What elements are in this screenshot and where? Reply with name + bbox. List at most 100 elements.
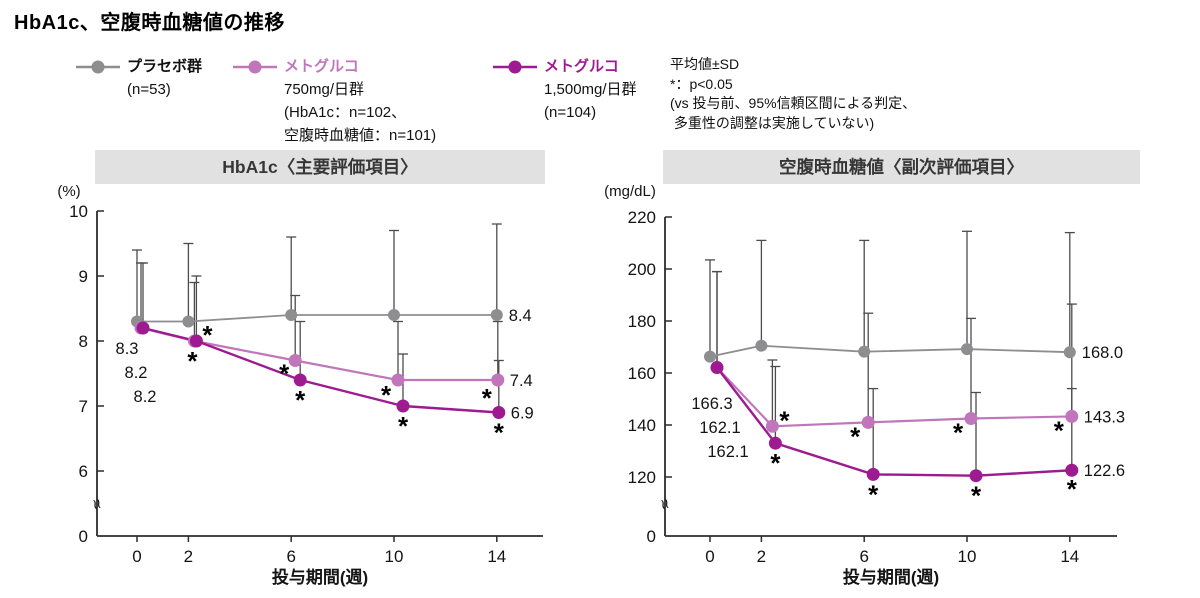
- chart-header-band: [663, 150, 1140, 184]
- met750-data-point-w14: [1065, 409, 1079, 423]
- met750-end-value-label: 143.3: [1084, 408, 1125, 426]
- placebo-error-bar: [389, 229, 399, 315]
- met1500-data-point-w14: [1065, 463, 1079, 477]
- chart-header-title: 空腹時血糖値〈副次評価項目〉: [779, 157, 1024, 177]
- met750-error-bar: [393, 320, 403, 380]
- met750-data-point-w6: [288, 354, 302, 367]
- baseline-value-label: 8.3: [116, 340, 139, 358]
- placebo-data-point-w6: [285, 309, 298, 321]
- stats-note-line: *：p<0.05: [670, 75, 733, 92]
- legend-item-text: プラセボ群 (n=53): [127, 55, 202, 101]
- met1500-end-value-label: 122.6: [1084, 462, 1125, 480]
- baseline-value-label: 8.2: [125, 364, 148, 382]
- significance-asterisk: *: [770, 448, 781, 478]
- significance-asterisk: *: [953, 418, 964, 448]
- met1500-error-bar: [295, 320, 306, 380]
- met1500-data-point-w6: [293, 373, 307, 387]
- x-axis-tick-label: 14: [1060, 547, 1079, 566]
- significance-asterisk: *: [202, 320, 213, 350]
- placebo-data-point-w2: [755, 339, 768, 352]
- significance-asterisk: *: [482, 383, 493, 413]
- placebo-data-point-w6: [858, 345, 871, 358]
- placebo-error-bar: [962, 230, 972, 350]
- met750-error-bar: [189, 281, 200, 341]
- x-axis-tick-label: 6: [859, 547, 868, 566]
- baseline-value-label: 8.2: [134, 388, 157, 406]
- legend-series-subline: (n=53): [127, 81, 171, 98]
- met1500-data-point-w10: [969, 469, 983, 483]
- y-axis-unit-label: (mg/dL): [604, 183, 656, 200]
- met1500-end-value-label: 6.9: [511, 405, 534, 423]
- x-axis-title: 投与期間(週): [843, 567, 939, 587]
- placebo-error-bar: [1064, 231, 1075, 353]
- placebo-series-marker-icon: [76, 60, 120, 74]
- met750-error-bar: [966, 317, 976, 419]
- met750-error-bar: [290, 294, 301, 361]
- placebo-data-point-w0: [704, 350, 716, 363]
- legend-series-label: メトグルコ: [284, 58, 359, 75]
- y-axis-tick-label: 8: [79, 332, 88, 351]
- fasting-glucose-chart: 空腹時血糖値〈副次評価項目〉(mg/dL)2202001801601401200…: [604, 150, 1140, 587]
- met1500-data-point-w14: [492, 406, 506, 419]
- legend-series-label: メトグルコ: [544, 58, 619, 75]
- x-axis-tick-label: 0: [705, 547, 714, 566]
- legend-series-label: プラセボ群: [127, 58, 203, 75]
- y-axis-tick-label: 140: [628, 416, 656, 435]
- legend-item-text: メトグルコ 1,500mg/日群 (n=104): [544, 55, 637, 124]
- met750-series-marker-icon: [233, 60, 277, 74]
- placebo-data-point-w10: [388, 309, 400, 321]
- stats-note-line: 多重性の調整は実施していない): [670, 114, 875, 131]
- legend-item-text: メトグルコ 750mg/日群 (HbA1c：n=102、 空腹時血糖値：n=101): [284, 55, 436, 147]
- stats-note-line: 平均値±SD: [670, 56, 740, 72]
- significance-asterisk: *: [1054, 415, 1065, 445]
- y-axis-tick-label: 160: [628, 364, 656, 383]
- x-axis-title: 投与期間(週): [272, 567, 368, 587]
- placebo-data-point-w10: [961, 343, 973, 356]
- legend-item-placebo: プラセボ群 (n=53): [75, 55, 202, 101]
- y-axis-tick-label: 120: [628, 468, 656, 487]
- met1500-data-point-w0: [710, 361, 724, 375]
- x-axis-tick-label: 10: [385, 547, 404, 566]
- y-axis-tick-label: 220: [628, 208, 656, 227]
- placebo-data-point-w14: [1063, 346, 1076, 359]
- met1500-error-bar: [138, 262, 148, 328]
- baseline-value-label: 162.1: [699, 419, 740, 437]
- legend-series-subline: 空腹時血糖値：n=101): [284, 127, 437, 144]
- met750-end-value-label: 7.4: [510, 372, 533, 390]
- baseline-value-label: 162.1: [707, 443, 748, 461]
- met750-data-point-w14: [491, 373, 505, 387]
- y-axis-tick-label: 7: [79, 397, 88, 416]
- met1500-error-bar: [868, 387, 879, 475]
- chart-header-title: HbA1c〈主要評価項目〉: [222, 157, 417, 177]
- placebo-data-point-w14: [490, 309, 503, 321]
- significance-asterisk: *: [971, 481, 982, 511]
- met1500-data-point-w10: [396, 399, 410, 413]
- y-axis-tick-label: 180: [628, 312, 656, 331]
- met1500-data-point-w6: [866, 467, 880, 481]
- met750-data-point-w10: [391, 373, 405, 387]
- x-axis-tick-label: 6: [286, 547, 295, 566]
- placebo-end-value-label: 168.0: [1082, 344, 1123, 362]
- placebo-end-value-label: 8.4: [509, 307, 532, 325]
- met750-series-line: [716, 366, 1072, 428]
- met1500-data-point-w0: [136, 321, 150, 335]
- met750-error-bar: [492, 320, 503, 380]
- significance-asterisk: *: [187, 346, 198, 376]
- significance-asterisk: *: [279, 359, 290, 389]
- placebo-error-bar: [132, 249, 142, 322]
- placebo-error-bar: [859, 239, 870, 352]
- met750-data-point-w2: [765, 419, 779, 433]
- legend-series-subline: 1,500mg/日群: [544, 81, 637, 98]
- significance-asterisk: *: [381, 380, 392, 410]
- met750-data-point-w6: [861, 415, 875, 429]
- x-axis-tick-label: 0: [132, 547, 141, 566]
- y-axis-base-label: 0: [79, 527, 88, 546]
- legend-item-met1500: メトグルコ 1,500mg/日群 (n=104): [492, 55, 637, 124]
- significance-asterisk: *: [295, 385, 306, 415]
- y-axis-unit-label: (%): [57, 183, 80, 200]
- x-axis-tick-label: 14: [487, 547, 506, 566]
- placebo-error-bar: [183, 242, 194, 322]
